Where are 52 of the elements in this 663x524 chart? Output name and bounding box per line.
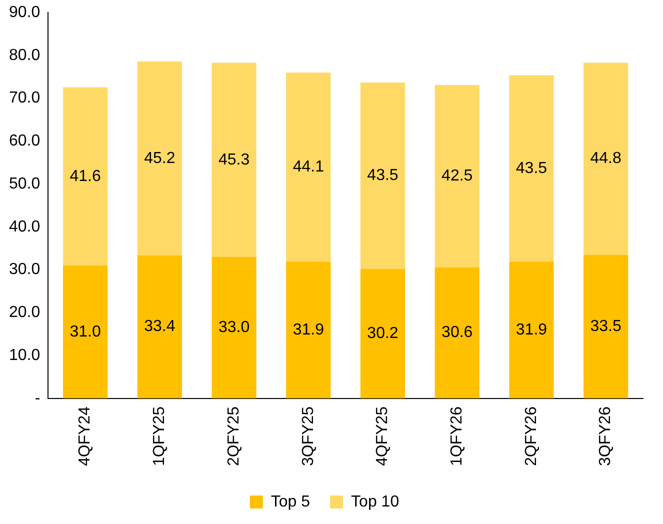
bar [286, 262, 331, 398]
data-label: 43.5 [516, 160, 548, 177]
bar [584, 254, 628, 398]
bar [137, 61, 182, 256]
bar [360, 82, 406, 269]
y-tick-label: - [34, 390, 40, 407]
y-tick-label: 50.0 [9, 175, 40, 192]
data-label: 31.0 [70, 323, 101, 340]
x-tick-label: 4QFY24 [76, 406, 94, 466]
y-tick-label: 30.0 [9, 261, 40, 278]
data-label: 33.5 [590, 318, 622, 336]
data-label: 33.0 [218, 319, 250, 336]
y-tick-label: 20.0 [9, 304, 40, 322]
data-label: 44.1 [292, 158, 324, 176]
y-tick-label: 90.0 [9, 4, 40, 22]
x-tick-label: 3QFY25 [300, 406, 317, 466]
data-label: 41.6 [70, 168, 101, 185]
data-label: 31.9 [516, 321, 548, 338]
x-tick-label: 2QFY26 [522, 406, 540, 466]
y-tick-label: 10.0 [9, 346, 40, 364]
y-tick-label: 60.0 [9, 132, 40, 150]
x-tick-label: 4QFY25 [374, 406, 392, 466]
data-label: 30.6 [442, 324, 473, 342]
bar [212, 62, 256, 257]
bar [286, 72, 331, 262]
data-label: 42.5 [442, 168, 473, 185]
y-tick-label: 80.0 [9, 46, 40, 64]
data-label: 33.4 [144, 318, 176, 336]
data-label: 31.9 [292, 321, 324, 338]
bar [434, 85, 480, 268]
data-label: 43.5 [367, 167, 398, 184]
bar [434, 267, 480, 398]
bar [212, 256, 256, 398]
bar [63, 266, 108, 398]
data-label: 30.2 [367, 325, 398, 342]
y-tick-label: 70.0 [9, 90, 40, 107]
bar [360, 268, 406, 398]
data-label: 45.3 [218, 151, 250, 168]
bar [137, 255, 182, 398]
x-tick-label: 2QFY25 [225, 406, 242, 466]
x-tick-label: 1QFY25 [151, 406, 168, 466]
y-tick-label: 40.0 [9, 218, 40, 236]
legend-label: Top 5 [270, 493, 310, 510]
bar [509, 262, 554, 398]
x-tick-label: 3QFY26 [597, 406, 614, 466]
legend-label: Top 10 [351, 493, 400, 510]
bar [584, 62, 628, 255]
data-label: 45.2 [144, 150, 176, 167]
bar [63, 87, 108, 266]
data-label: 44.8 [590, 150, 622, 168]
bar [509, 75, 554, 262]
x-tick-label: 1QFY26 [448, 406, 466, 466]
